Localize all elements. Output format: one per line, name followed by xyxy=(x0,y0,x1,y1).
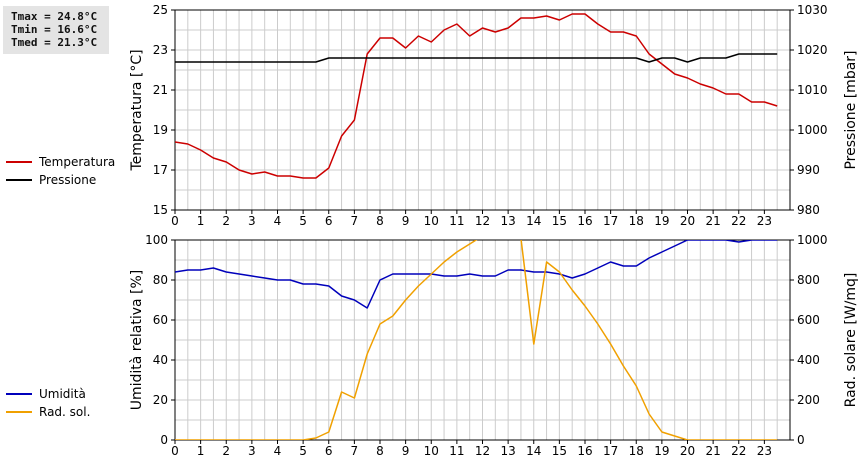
panel2-y-tick-label: 100 xyxy=(145,233,168,247)
panel1-x-tick-label: 11 xyxy=(449,214,464,228)
panel1-y2-tick-label: 1010 xyxy=(797,83,828,97)
panel1-y-tick-label: 25 xyxy=(153,3,168,17)
panel1-series-line-temperatura xyxy=(175,13,778,179)
panel2-x-tick-label: 19 xyxy=(654,444,669,458)
panel1-x-tick-label: 12 xyxy=(475,214,490,228)
panel2-y2-tick-label: 800 xyxy=(797,273,820,287)
panel1-x-tick-label: 6 xyxy=(325,214,333,228)
panel2-x-tick-label: 17 xyxy=(603,444,618,458)
stats-tmed: Tmed = 21.3°C xyxy=(11,36,98,49)
panel2-x-tick-label: 2 xyxy=(222,444,230,458)
panel1-x-tick-label: 0 xyxy=(171,214,179,228)
stats-box: Tmax = 24.8°C Tmin = 16.6°C Tmed = 21.3°… xyxy=(3,6,109,54)
panel2-x-tick-label: 14 xyxy=(526,444,541,458)
panel1-y-tick-label: 15 xyxy=(153,203,168,217)
panel2-series-line-rad-sol xyxy=(175,240,778,440)
panel2-y-tick-label: 20 xyxy=(153,393,168,407)
panel2-y2-tick-label: 600 xyxy=(797,313,820,327)
panel2-x-tick-label: 11 xyxy=(449,444,464,458)
panel1-x-tick-label: 16 xyxy=(577,214,592,228)
panel2-y2-tick-label: 0 xyxy=(797,433,805,447)
panel1-x-tick-label: 18 xyxy=(629,214,644,228)
panel1-x-tick-label: 4 xyxy=(274,214,282,228)
panel2-y-axis-label: Umidità relativa [%] xyxy=(129,270,145,411)
panel1-x-tick-label: 7 xyxy=(351,214,359,228)
panel1-x-tick-label: 19 xyxy=(654,214,669,228)
panel1-y-tick-label: 21 xyxy=(153,83,168,97)
stats-tmax: Tmax = 24.8°C xyxy=(11,10,98,23)
panel1-x-tick-label: 21 xyxy=(705,214,720,228)
panel1-y-tick-label: 19 xyxy=(153,123,168,137)
panel2-x-tick-label: 20 xyxy=(680,444,695,458)
panel1-x-tick-label: 15 xyxy=(552,214,567,228)
panel2-series-line-umidit xyxy=(175,240,778,309)
panel2-x-tick-label: 10 xyxy=(424,444,439,458)
legend-item-humidity: Umidità xyxy=(6,385,90,403)
panel1-y2-tick-label: 1030 xyxy=(797,3,828,17)
panel2-x-tick-label: 7 xyxy=(351,444,359,458)
panel2-x-tick-label: 15 xyxy=(552,444,567,458)
legend-bottom: Umidità Rad. sol. xyxy=(6,385,90,421)
panel1-y2-axis-label: Pressione [mbar] xyxy=(843,50,859,169)
panel1-x-tick-label: 10 xyxy=(424,214,439,228)
legend-top: Temperatura Pressione xyxy=(6,153,115,189)
panel2-x-tick-label: 13 xyxy=(500,444,515,458)
panel2-x-tick-label: 18 xyxy=(629,444,644,458)
panel2-x-tick-label: 16 xyxy=(577,444,592,458)
legend-item-temperature: Temperatura xyxy=(6,153,115,171)
legend-swatch-temperature xyxy=(6,161,32,163)
legend-swatch-humidity xyxy=(6,393,32,395)
panel2-y2-tick-label: 200 xyxy=(797,393,820,407)
panel2-y2-tick-label: 1000 xyxy=(797,233,828,247)
panel2-x-tick-label: 4 xyxy=(274,444,282,458)
panel1-y2-tick-label: 980 xyxy=(797,203,820,217)
panel1-y2-tick-label: 990 xyxy=(797,163,820,177)
panel1-series-line-pressione xyxy=(175,53,778,63)
panel2-x-tick-label: 3 xyxy=(248,444,256,458)
panel2-x-tick-label: 1 xyxy=(197,444,205,458)
panel1-x-tick-label: 17 xyxy=(603,214,618,228)
panel2-x-tick-label: 6 xyxy=(325,444,333,458)
panel1-x-tick-label: 13 xyxy=(500,214,515,228)
panel1-y2-tick-label: 1000 xyxy=(797,123,828,137)
panel1-x-tick-label: 8 xyxy=(376,214,384,228)
panel1-x-tick-label: 3 xyxy=(248,214,256,228)
panel1-x-tick-label: 2 xyxy=(222,214,230,228)
panel2-x-tick-label: 12 xyxy=(475,444,490,458)
legend-label-radiation: Rad. sol. xyxy=(39,405,91,419)
panel1-x-tick-label: 5 xyxy=(299,214,307,228)
panel2-x-tick-label: 22 xyxy=(731,444,746,458)
panel2-y-tick-label: 40 xyxy=(153,353,168,367)
panel1-x-tick-label: 14 xyxy=(526,214,541,228)
legend-swatch-radiation xyxy=(6,411,32,413)
panel2-x-tick-label: 8 xyxy=(376,444,384,458)
stats-tmin: Tmin = 16.6°C xyxy=(11,23,98,36)
panel1-x-tick-label: 20 xyxy=(680,214,695,228)
legend-item-pressure: Pressione xyxy=(6,171,115,189)
panel1-y-tick-label: 23 xyxy=(153,43,168,57)
panel2-x-tick-label: 5 xyxy=(299,444,307,458)
panel2-y-tick-label: 0 xyxy=(160,433,168,447)
legend-item-radiation: Rad. sol. xyxy=(6,403,90,421)
panel2-x-tick-label: 23 xyxy=(757,444,772,458)
panel1-x-tick-label: 1 xyxy=(197,214,205,228)
panel2-y-tick-label: 60 xyxy=(153,313,168,327)
panel1-x-tick-label: 22 xyxy=(731,214,746,228)
panel1-y-axis-label: Temperatura [°C] xyxy=(129,49,145,171)
panel2-y2-tick-label: 400 xyxy=(797,353,820,367)
panel2-x-tick-label: 21 xyxy=(705,444,720,458)
legend-label-temperature: Temperatura xyxy=(39,155,116,169)
legend-label-humidity: Umidità xyxy=(39,387,86,401)
panel1-x-tick-label: 23 xyxy=(757,214,772,228)
panel2-y-tick-label: 80 xyxy=(153,273,168,287)
legend-label-pressure: Pressione xyxy=(39,173,97,187)
panel1-y2-tick-label: 1020 xyxy=(797,43,828,57)
panel1-x-tick-label: 9 xyxy=(402,214,410,228)
panel2-x-tick-label: 0 xyxy=(171,444,179,458)
panel2-y2-axis-label: Rad. solare [W/mq] xyxy=(843,273,859,408)
panel2-x-tick-label: 9 xyxy=(402,444,410,458)
panel1-y-tick-label: 17 xyxy=(153,163,168,177)
legend-swatch-pressure xyxy=(6,179,32,181)
